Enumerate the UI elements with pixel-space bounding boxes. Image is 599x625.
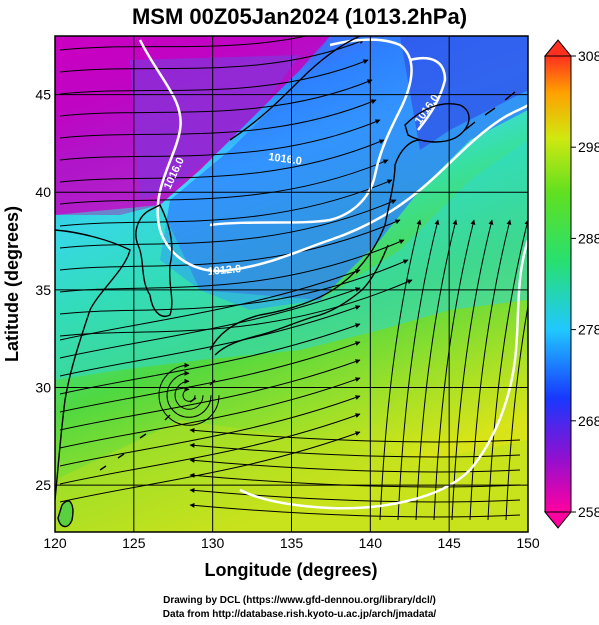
streamline: [59, 359, 361, 431]
streamline: [59, 139, 385, 183]
colorbar-tick-label: 268: [578, 413, 599, 429]
streamline: [59, 431, 361, 503]
streamline: [59, 219, 401, 271]
x-tick-label: 140: [359, 535, 383, 551]
map-title: MSM 00Z05Jan2024 (1013.2hPa): [131, 4, 468, 29]
credit-data: Data from http://database.rish.kyoto-u.a…: [162, 609, 437, 620]
colorbar-top-triangle: [543, 39, 573, 57]
streamline: [397, 219, 440, 521]
streamline: [505, 302, 528, 521]
y-ticks: 25 30 35 40 45: [35, 87, 51, 494]
grid: [55, 36, 528, 532]
y-tick-label: 35: [35, 282, 51, 298]
x-ticks: 120 125 130 135 140 145 150: [43, 535, 540, 551]
streamline: [59, 179, 393, 227]
streamline: [59, 99, 377, 139]
x-tick-label: 130: [201, 535, 225, 551]
x-axis-label: Longitude (degrees): [204, 560, 377, 580]
streamline: [59, 39, 365, 73]
isobar-line: [209, 38, 413, 227]
x-tick-label: 145: [437, 535, 461, 551]
colorbar-body: [544, 55, 572, 513]
streamline: [59, 305, 361, 377]
streamline: [189, 502, 521, 518]
y-tick-label: 30: [35, 379, 51, 395]
streamline: [189, 487, 521, 503]
colorbar-tick-label: 308: [578, 48, 599, 64]
x-tick-label: 135: [280, 535, 304, 551]
streamline: [189, 427, 521, 443]
x-tick-label: 120: [43, 535, 67, 551]
isobar-label: 1012.0: [207, 263, 242, 278]
colorbar-tick-label: 298: [578, 139, 599, 155]
streamline: [189, 457, 521, 473]
streamline: [166, 370, 212, 418]
isobar-line: [138, 39, 528, 273]
plot-frame: [54, 35, 529, 533]
coastline-taiwan: [57, 500, 74, 528]
colorbar-tick-label: 288: [578, 230, 599, 246]
colorbar-tick-label: 258: [578, 504, 599, 520]
coastline-hokkaido: [404, 103, 470, 143]
y-tick-label: 45: [35, 87, 51, 103]
streamline: [59, 341, 361, 413]
streamline: [433, 219, 476, 521]
mild-sea-region: [55, 140, 528, 380]
coastline-japan: [209, 139, 421, 351]
streamline: [469, 219, 512, 521]
streamline: [174, 378, 204, 410]
isobars: [138, 38, 528, 510]
streamline: [59, 199, 397, 249]
streamline: [59, 413, 361, 485]
y-tick-label: 25: [35, 477, 51, 493]
streamline: [59, 287, 361, 359]
colorbar-tick-label: 278: [578, 322, 599, 338]
streamline: [59, 59, 369, 95]
colorbar-bottom-triangle: [543, 511, 573, 529]
streamline: [59, 395, 361, 467]
streamline: [182, 386, 196, 402]
streamline: [59, 377, 361, 449]
streamline: [415, 219, 458, 521]
coastline-china: [55, 229, 131, 501]
streamline: [59, 159, 389, 205]
streamline: [379, 219, 422, 521]
isobar-label: 1016.0: [268, 151, 303, 168]
islands-kuril: [464, 91, 516, 131]
streamline: [487, 219, 528, 521]
y-axis-label: Latitude (degrees): [2, 206, 22, 362]
y-tick-label: 40: [35, 184, 51, 200]
islands-ryukyu: [99, 379, 216, 471]
coastlines: [55, 36, 516, 528]
streamline: [59, 119, 381, 161]
isobar-line: [409, 56, 447, 131]
x-tick-label: 150: [516, 535, 540, 551]
streamline: [59, 36, 309, 51]
colorbar: 308 298 288 278 268 258: [543, 39, 599, 529]
cool-land-region: [400, 36, 528, 150]
streamline: [59, 323, 361, 395]
coastline-russia: [229, 36, 361, 141]
coastline-korea: [135, 204, 173, 317]
x-tick-label: 125: [122, 535, 146, 551]
credit-drawing: Drawing by DCL (https://www.gfd-dennou.o…: [163, 595, 436, 606]
isobar-line: [239, 239, 528, 510]
cold-air-region-2: [130, 55, 300, 200]
streamline: [59, 269, 361, 341]
